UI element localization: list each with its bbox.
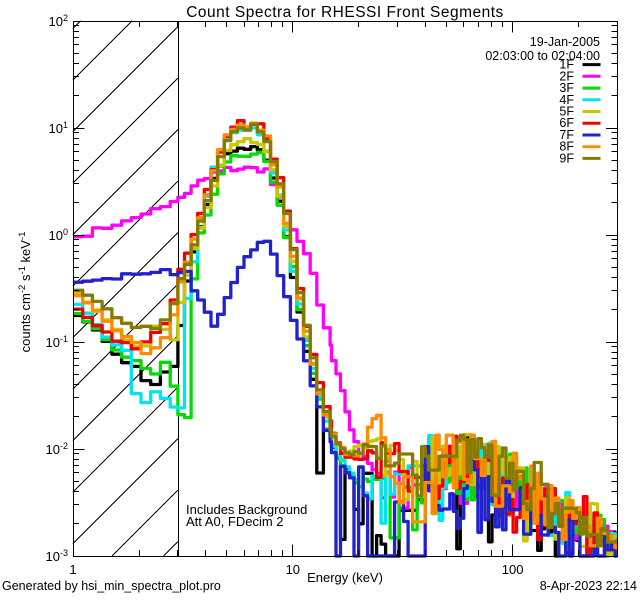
svg-text:100: 100 <box>502 562 524 577</box>
svg-text:2F: 2F <box>559 69 574 83</box>
svg-text:Count Spectra for RHESSI Front: Count Spectra for RHESSI Front Segments <box>186 4 504 21</box>
svg-text:7F: 7F <box>559 128 574 142</box>
svg-text:counts cm-2 s-1 keV-1: counts cm-2 s-1 keV-1 <box>17 232 33 353</box>
svg-text:8-Apr-2023 22:14: 8-Apr-2023 22:14 <box>540 579 637 593</box>
svg-text:02:03:00 to 02:04:00: 02:03:00 to 02:04:00 <box>485 49 600 63</box>
svg-text:8F: 8F <box>559 140 574 154</box>
svg-text:3F: 3F <box>559 81 574 95</box>
svg-text:Generated by hsi_min_spectra_p: Generated by hsi_min_spectra_plot.pro <box>2 579 221 593</box>
svg-text:1: 1 <box>69 562 76 577</box>
svg-text:5F: 5F <box>559 105 574 119</box>
svg-text:10: 10 <box>286 562 300 577</box>
svg-text:6F: 6F <box>559 116 574 130</box>
svg-text:4F: 4F <box>559 93 574 107</box>
svg-text:19-Jan-2005: 19-Jan-2005 <box>530 35 600 49</box>
svg-text:1F: 1F <box>559 58 574 72</box>
svg-text:Includes Background: Includes Background <box>186 502 307 517</box>
svg-text:Att A0, FDecim 2: Att A0, FDecim 2 <box>186 514 284 529</box>
svg-text:9F: 9F <box>559 151 574 165</box>
svg-text:Energy (keV): Energy (keV) <box>307 570 383 585</box>
